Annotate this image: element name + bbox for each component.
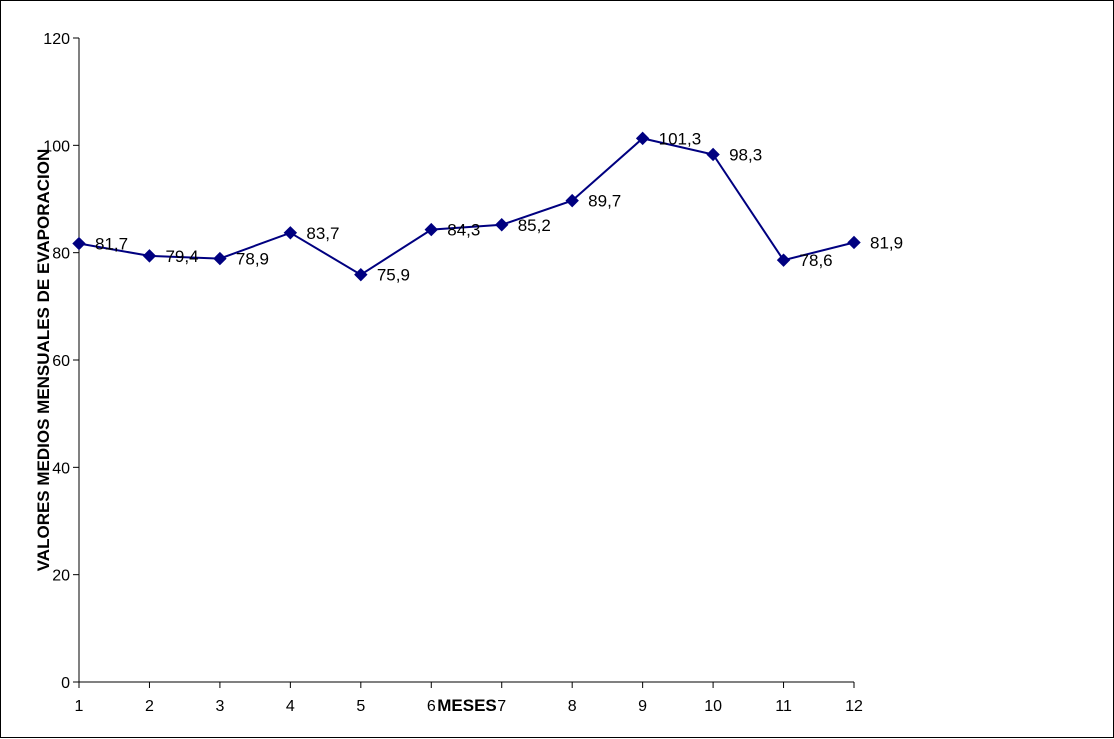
data-point-marker: [495, 218, 509, 232]
data-point-marker: [424, 222, 438, 237]
data-point-marker: [565, 193, 579, 208]
data-point-marker: [283, 226, 298, 240]
data-point-marker: [354, 267, 368, 282]
data-label: 83,7: [306, 224, 339, 243]
x-tick-label: 9: [638, 698, 647, 715]
x-tick-label: 3: [215, 698, 224, 715]
data-point-marker: [142, 249, 157, 263]
y-tick-label: 120: [43, 31, 70, 48]
y-tick-label: 60: [52, 353, 70, 370]
data-point-marker: [706, 147, 720, 162]
data-label: 78,6: [800, 251, 833, 270]
x-tick-label: 6: [427, 698, 436, 715]
x-tick-label: 1: [75, 698, 84, 715]
data-label: 84,3: [447, 221, 480, 240]
x-tick-label: 12: [845, 698, 863, 715]
data-point-marker: [635, 131, 650, 146]
data-label: 98,3: [729, 145, 762, 164]
data-label: 75,9: [377, 266, 410, 285]
x-tick-label: 10: [704, 698, 722, 715]
series-evaporacion: [72, 131, 861, 282]
series-line: [78, 137, 855, 276]
y-axis-title: VALORES MEDIOS MENSUALES DE EVAPORACION: [34, 149, 53, 572]
data-label: 89,7: [588, 192, 621, 211]
data-label: 79,4: [165, 247, 198, 266]
x-tick-label: 4: [286, 698, 295, 715]
data-label: 81,9: [870, 233, 903, 252]
data-label: 101,3: [659, 129, 702, 148]
y-tick-label: 80: [52, 246, 70, 263]
data-point-marker: [847, 235, 861, 250]
data-label: 78,9: [236, 250, 269, 269]
x-tick-label: 2: [145, 698, 154, 715]
y-tick-label: 0: [61, 675, 70, 692]
y-tick-label: 20: [52, 568, 70, 585]
x-tick-label: 8: [568, 698, 577, 715]
data-labels: 81,7 79,4 78,9 83,7 75,9 84,3 85,2 89,7 101,3 98,…: [95, 129, 903, 284]
x-tick-label: 7: [497, 698, 506, 715]
y-tick-label: 40: [52, 460, 70, 477]
x-axis-title: MESES: [437, 696, 497, 715]
data-point-marker: [776, 253, 791, 267]
data-point-marker: [72, 236, 86, 251]
y-tick-label: 100: [43, 138, 70, 155]
x-tick-label: 11: [775, 698, 792, 715]
data-label: 81,7: [95, 235, 128, 254]
data-point-marker: [213, 251, 227, 266]
data-label: 85,2: [518, 216, 551, 235]
x-tick-label: 5: [356, 698, 365, 715]
